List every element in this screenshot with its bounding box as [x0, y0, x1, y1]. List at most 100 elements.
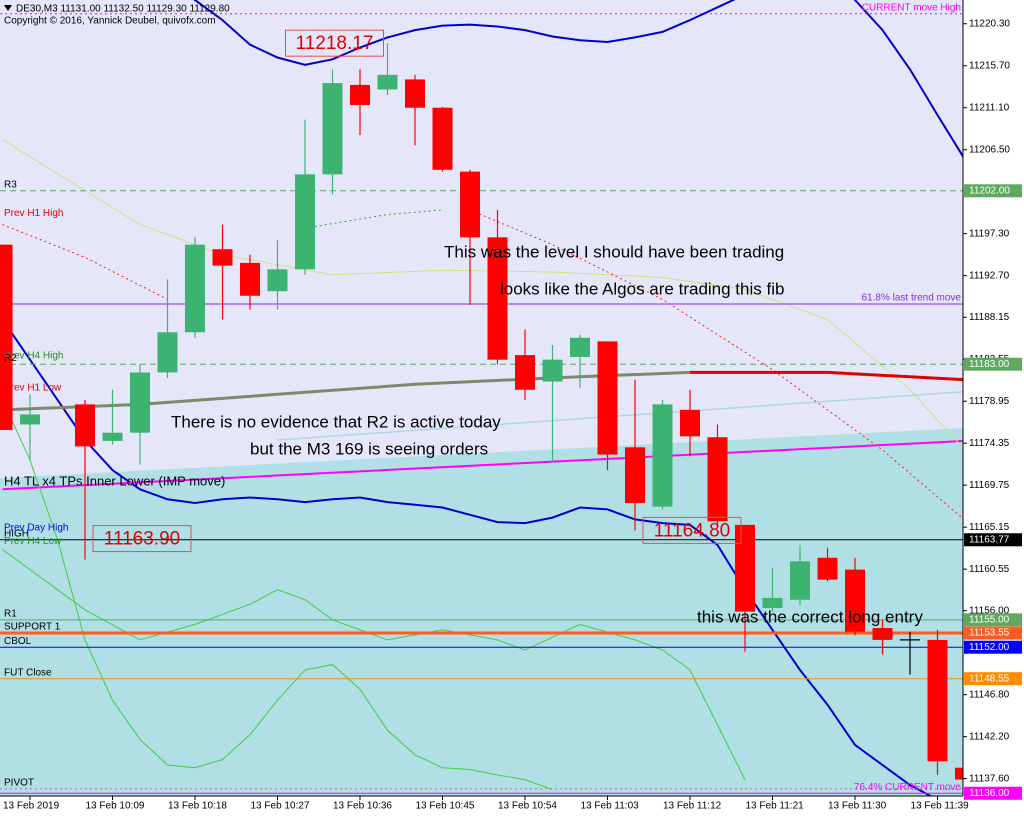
indicator-line: [2, 224, 168, 300]
candle-body: [817, 557, 838, 580]
level-label: R3: [4, 179, 17, 190]
y-tick-label: 11215.70: [969, 60, 1010, 71]
indicator-line: [2, 399, 553, 791]
price-box-label: 11163.77: [969, 534, 1010, 545]
level-label: FUT Close: [4, 667, 52, 678]
price-box: [964, 184, 1022, 198]
price-box: [964, 626, 1022, 640]
annotation: There is no evidence that R2 is active t…: [171, 412, 501, 431]
candle-body: [295, 174, 315, 270]
y-tick-label: 11169.75: [969, 480, 1010, 491]
side-label: H4 TL x4 TPs Inner Lower (IMP move): [4, 473, 225, 488]
candle-body: [542, 359, 563, 382]
price-box-label: 11136.00: [969, 788, 1010, 799]
candle-body: [597, 341, 618, 455]
level-label: CURRENT move High: [862, 2, 961, 13]
price-callout-box: [285, 29, 384, 57]
indicator-line: [690, 370, 963, 382]
x-tick-label: 13 Feb 11:03: [581, 801, 640, 812]
price-callout: 11164.80: [654, 520, 730, 541]
indicator-layer: [0, 0, 963, 796]
price-box: [964, 613, 1022, 627]
candle-body: [487, 237, 508, 360]
annotation: looks like the Algos are trading this fi…: [500, 279, 784, 298]
y-tick-label: 11192.70: [969, 270, 1010, 281]
candle-body: [130, 372, 150, 433]
candle-body: [20, 414, 40, 425]
x-tick-label: 13 Feb 10:54: [498, 801, 557, 812]
y-tick-label: 11156.00: [969, 605, 1010, 616]
candle-layer: [0, 43, 963, 780]
symbol-line: DE30,M3 11131.00 11132.50 11129.30 11129…: [16, 4, 230, 15]
y-tick-label: 11206.50: [969, 144, 1010, 155]
indicator-line: [304, 209, 443, 229]
price-box-label: 11155.00: [969, 614, 1010, 625]
candle-body: [845, 569, 865, 632]
price-callout-box: [92, 525, 192, 553]
y-tick-label: 11142.20: [969, 731, 1010, 742]
x-tick-label: 13 Feb 10:27: [251, 801, 310, 812]
price-box-label: 11202.00: [969, 185, 1010, 196]
price-callout-box: [642, 516, 742, 544]
x-tick-label: 13 Feb 11:30: [828, 801, 887, 812]
price-box-label: 11152.00: [969, 642, 1010, 653]
price-box-label: 11153.55: [969, 628, 1010, 639]
y-tick-label: 11220.30: [969, 18, 1010, 29]
x-tick-label: 13 Feb 11:12: [663, 801, 722, 812]
y-tick-label: 11178.95: [969, 396, 1010, 407]
candle-body: [735, 524, 755, 612]
side-label: Prev H1 High: [4, 208, 63, 219]
level-label: R2: [4, 353, 17, 364]
y-tick-label: 11137.60: [969, 773, 1010, 784]
x-tick-label: 13 Feb 10:45: [416, 801, 475, 812]
copyright: Copyright © 2016, Yannick Deubel, quivof…: [4, 16, 216, 27]
price-box: [964, 672, 1022, 686]
candle-body: [515, 355, 535, 390]
price-box: [964, 640, 1022, 654]
price-box: [964, 786, 1022, 800]
candle-body: [240, 262, 260, 296]
y-tick-label: 11174.35: [969, 438, 1010, 449]
candle-body: [652, 404, 673, 507]
annotation: This was the level I should have been tr…: [444, 242, 784, 261]
level-label: R1: [4, 608, 17, 619]
level-label: CBOL: [4, 636, 32, 647]
level-label: SUPPORT 1: [4, 622, 61, 633]
price-box: [964, 357, 1022, 371]
y-tick-label: 11197.30: [969, 228, 1010, 239]
candle-body: [322, 83, 343, 175]
candle-body: [185, 244, 205, 333]
candle-body: [267, 269, 288, 292]
side-label: Prev Day High: [4, 522, 68, 533]
annotation: but the M3 169 is seeing orders: [250, 439, 488, 458]
x-tick-label: 13 Feb 11:39: [911, 801, 970, 812]
annotation: this was the correct long entry: [697, 607, 923, 626]
candle-body: [75, 404, 95, 447]
level-label: PIVOT: [4, 777, 34, 788]
level-label: HIGH: [4, 528, 29, 539]
candle-body: [0, 244, 13, 430]
side-label: Prev H1 Low: [4, 383, 62, 394]
candle-body: [460, 171, 480, 238]
menu-arrow[interactable]: [4, 5, 12, 11]
x-tick-label: 13 Feb 10:36: [333, 801, 392, 812]
x-tick-label: 13 Feb 2019: [3, 801, 60, 812]
indicator-line: [2, 370, 691, 412]
axis-layer: 11220.30 11215.70 11211.10 11206.50 11197.30…: [3, 18, 1022, 812]
candle-body: [157, 332, 178, 373]
text-layer: CURRENT move High R3 61.8% last trend move…: [4, 2, 961, 793]
indicator-line: [1, 318, 933, 796]
candle-body: [762, 597, 783, 608]
candle-body: [680, 409, 700, 437]
price-box: [964, 533, 1022, 547]
x-tick-label: 13 Feb 11:21: [746, 801, 805, 812]
candle-body: [432, 107, 453, 170]
side-label: Prev H4 Low: [4, 536, 62, 547]
indicator-line: [2, 439, 963, 491]
candle-body: [102, 432, 123, 441]
y-tick-label: 11165.15: [969, 522, 1010, 533]
y-tick-label: 11146.80: [969, 689, 1010, 700]
indicator-line: [277, 390, 963, 441]
